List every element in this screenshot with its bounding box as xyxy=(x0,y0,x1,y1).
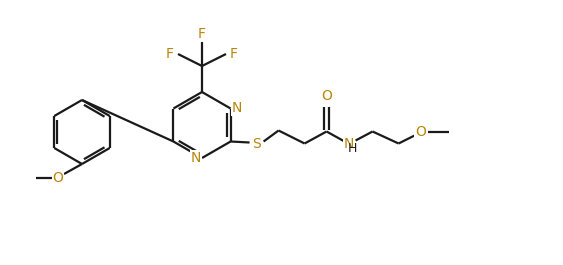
Text: H: H xyxy=(348,142,358,155)
Text: N: N xyxy=(231,101,242,116)
Text: O: O xyxy=(52,171,64,185)
Text: F: F xyxy=(230,47,238,61)
Text: S: S xyxy=(252,136,261,151)
Text: F: F xyxy=(166,47,174,61)
Text: F: F xyxy=(198,27,206,41)
Text: O: O xyxy=(321,90,332,104)
Text: N: N xyxy=(343,136,354,151)
Text: O: O xyxy=(415,125,426,139)
Text: N: N xyxy=(191,151,201,165)
